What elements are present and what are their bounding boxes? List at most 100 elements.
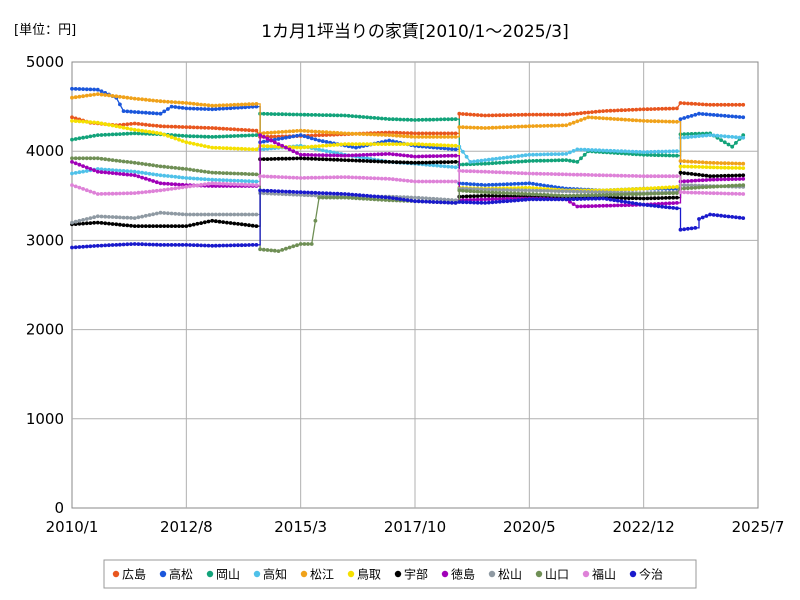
data-point [92, 220, 96, 225]
data-point [604, 203, 609, 208]
data-point [435, 179, 439, 184]
data-point [431, 154, 436, 159]
data-point [136, 128, 141, 133]
data-point [129, 160, 133, 165]
data-point [151, 163, 156, 168]
data-point [593, 109, 598, 114]
data-point [494, 161, 498, 165]
data-point [501, 113, 506, 117]
data-point [590, 204, 594, 209]
data-point [483, 197, 487, 202]
data-point [512, 154, 517, 159]
data-point [571, 189, 576, 194]
data-point [453, 135, 458, 139]
data-point [571, 197, 576, 202]
data-point [129, 242, 133, 247]
data-point [158, 181, 163, 186]
y-tick-label: 0 [54, 499, 64, 517]
data-point [387, 117, 392, 121]
data-point [457, 188, 462, 193]
data-point [354, 196, 358, 201]
data-point [416, 199, 421, 204]
data-point [354, 175, 358, 180]
data-point [339, 158, 344, 162]
data-point [132, 191, 137, 196]
data-point [317, 113, 321, 117]
data-point [715, 133, 720, 138]
data-point [332, 130, 336, 135]
data-point [243, 133, 248, 138]
data-point [166, 224, 170, 229]
data-point [368, 142, 373, 147]
legend-item: 鳥取 [347, 567, 381, 582]
data-point [402, 197, 406, 202]
data-point [446, 143, 451, 148]
data-point [538, 171, 543, 176]
data-point [719, 213, 723, 218]
data-point [652, 191, 657, 196]
data-point [649, 174, 653, 179]
data-point [472, 182, 476, 187]
data-point [686, 132, 690, 136]
data-point [435, 154, 439, 159]
data-point [184, 140, 189, 145]
data-point [132, 96, 137, 101]
data-point [667, 185, 672, 190]
data-point [402, 142, 406, 147]
data-point [697, 102, 701, 106]
data-point [627, 149, 631, 154]
data-point [154, 123, 159, 128]
data-point [335, 191, 340, 196]
data-point [534, 197, 539, 202]
data-point [461, 125, 465, 130]
data-point [534, 192, 539, 197]
data-point [95, 133, 100, 138]
data-point [619, 192, 624, 197]
data-point [354, 131, 358, 136]
data-point [328, 113, 333, 118]
data-point [250, 104, 255, 109]
data-point [601, 203, 605, 208]
data-point [682, 116, 687, 120]
data-point [180, 224, 185, 229]
data-point [328, 175, 333, 180]
data-point [306, 153, 310, 157]
data-point [166, 165, 170, 170]
data-point [313, 175, 318, 180]
data-point [501, 156, 506, 160]
data-point [383, 133, 388, 137]
data-point [158, 243, 163, 247]
data-point [236, 105, 240, 110]
data-point [232, 106, 237, 110]
data-point [320, 133, 325, 138]
data-point [568, 158, 572, 163]
data-point [191, 134, 196, 139]
data-point [641, 107, 646, 112]
data-point [531, 192, 535, 197]
data-point [324, 113, 329, 117]
data-point [667, 174, 672, 179]
data-point [527, 159, 532, 163]
data-point [70, 160, 74, 164]
data-point [409, 142, 414, 147]
data-point [143, 162, 148, 167]
data-point [276, 137, 281, 141]
data-point [641, 192, 646, 196]
data-point [667, 119, 672, 124]
data-point [711, 174, 716, 179]
data-point [73, 87, 78, 91]
data-point [317, 195, 321, 200]
data-point [501, 125, 506, 130]
data-point [236, 134, 240, 138]
data-point [438, 143, 443, 148]
data-point [140, 242, 145, 247]
data-point [675, 206, 679, 211]
data-point [545, 123, 550, 128]
data-point [741, 177, 746, 181]
data-point [88, 167, 93, 171]
data-point [719, 138, 723, 143]
data-point [84, 87, 89, 92]
data-point [88, 221, 93, 226]
data-point [225, 178, 229, 183]
data-point [166, 174, 170, 178]
